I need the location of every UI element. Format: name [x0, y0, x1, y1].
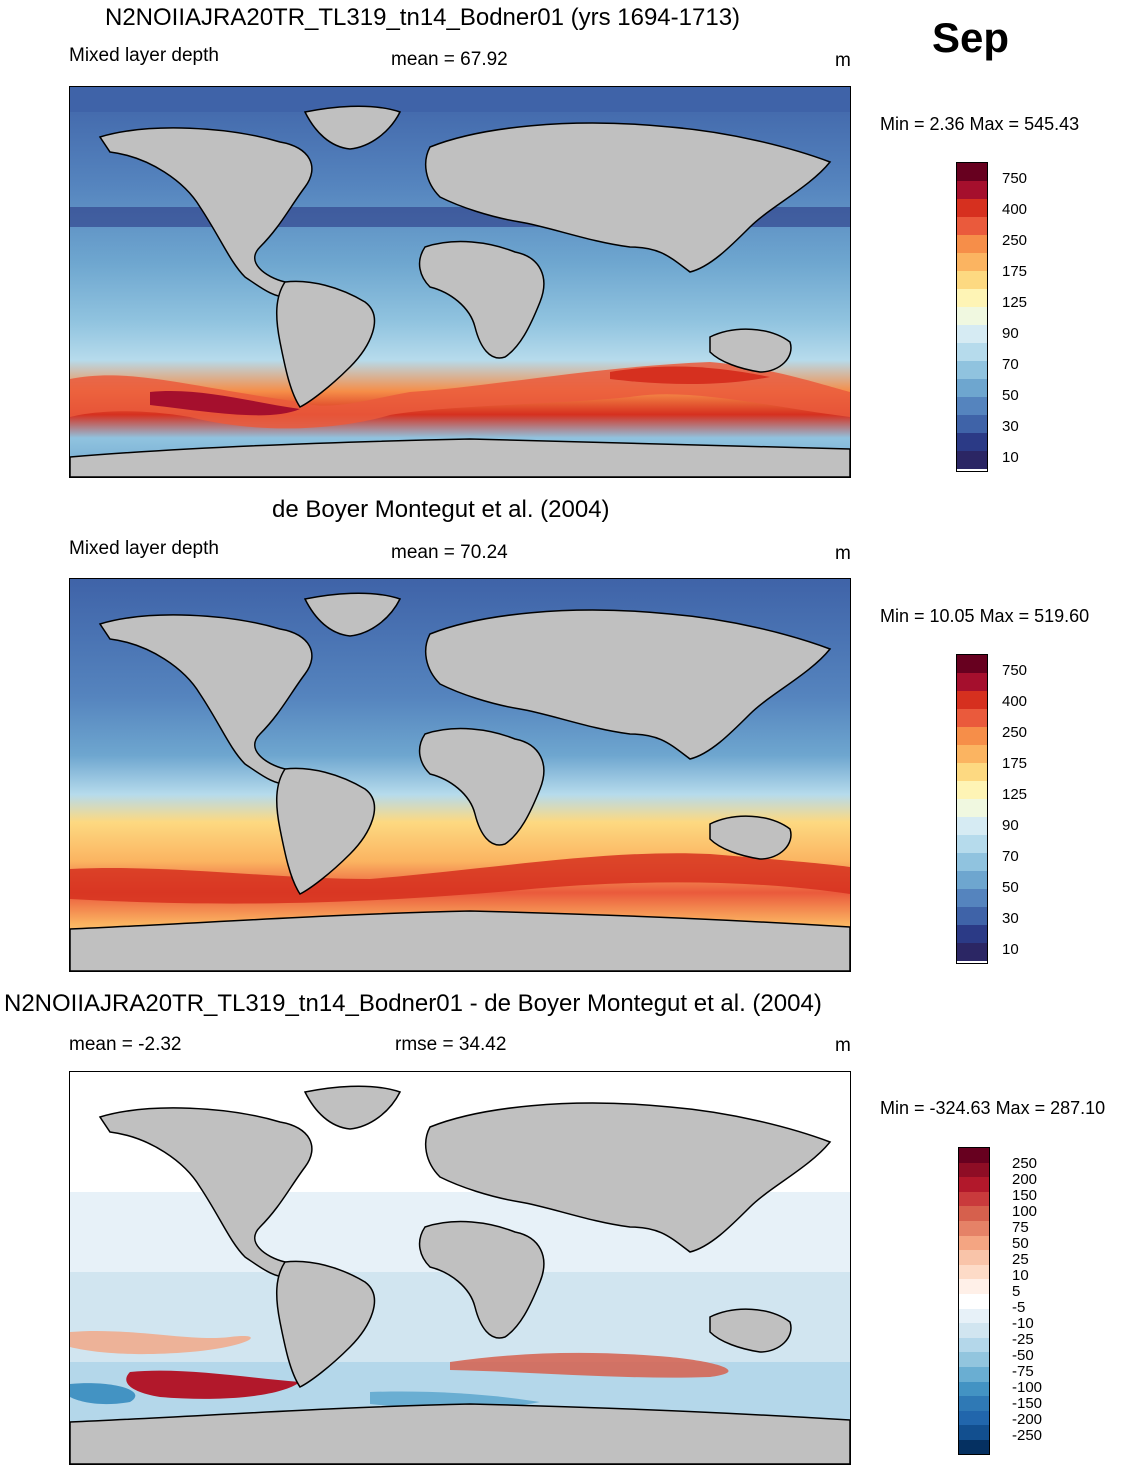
panel3-tick: -10 [1012, 1315, 1034, 1332]
panel3-tick: -5 [1012, 1299, 1026, 1316]
panel1-map [69, 86, 851, 478]
panel3-rmse: rmse = 34.42 [395, 1034, 507, 1055]
panel2-tick: 125 [1002, 786, 1028, 803]
panel2-title: de Boyer Montegut et al. (2004) [272, 496, 610, 523]
panel3-units: m [835, 1035, 851, 1056]
panel2-tick: 10 [1002, 941, 1019, 958]
panel3-tick: 150 [1012, 1187, 1038, 1204]
month-label: Sep [932, 14, 1010, 61]
panel2-minmax: Min = 10.05 Max = 519.60 [880, 606, 1090, 626]
panel1-mean: mean = 67.92 [391, 49, 508, 70]
panel3-tick: -150 [1012, 1395, 1043, 1412]
panel3-tick: 25 [1012, 1251, 1029, 1268]
panel3-tick: 50 [1012, 1235, 1029, 1252]
panel1-tick: 400 [1002, 201, 1028, 218]
panel1-title: N2NOIIAJRA20TR_TL319_tn14_Bodner01 (yrs … [105, 4, 741, 31]
panel1-minmax: Min = 2.36 Max = 545.43 [880, 114, 1080, 134]
panel3-tick: -200 [1012, 1411, 1043, 1428]
panel1-tick: 10 [1002, 449, 1019, 466]
panel1-colorbar: 750 400 250 175 125 90 70 50 30 10 [956, 162, 1076, 472]
panel2-mean: mean = 70.24 [391, 542, 508, 563]
panel2-map-svg [70, 579, 850, 971]
panel2-tick: 30 [1002, 910, 1019, 927]
panel3-tick: 100 [1012, 1203, 1038, 1220]
panel3-tick: -250 [1012, 1427, 1043, 1444]
panel1-tick: 50 [1002, 387, 1019, 404]
panel1-tick: 750 [1002, 170, 1028, 187]
panel3-tick: 5 [1012, 1283, 1021, 1300]
panel2-tick: 750 [1002, 662, 1028, 679]
panel3-tick: -75 [1012, 1363, 1034, 1380]
panel2-colorbar-box [956, 654, 988, 964]
panel3-colorbar: 250 200 150 100 75 50 25 10 5 -5 -10 -25… [958, 1147, 1078, 1457]
panel1-left-label: Mixed layer depth [69, 45, 219, 66]
panel2-tick: 400 [1002, 693, 1028, 710]
panel3-tick: 250 [1012, 1155, 1038, 1172]
panel2-colorbar: 750 400 250 175 125 90 70 50 30 10 [956, 654, 1076, 964]
panel1-map-svg [70, 87, 850, 477]
panel2-left-label: Mixed layer depth [69, 538, 219, 559]
panel2-map [69, 578, 851, 972]
panel1-units: m [835, 50, 851, 71]
panel2-tick: 70 [1002, 848, 1019, 865]
panel3-minmax: Min = -324.63 Max = 287.10 [880, 1098, 1106, 1118]
panel2-tick: 50 [1002, 879, 1019, 896]
panel1-tick: 175 [1002, 263, 1028, 280]
panel1-tick: 30 [1002, 418, 1019, 435]
panel3-tick: -100 [1012, 1379, 1043, 1396]
panel3-mean: mean = -2.32 [69, 1034, 182, 1055]
panel3-tick: -25 [1012, 1331, 1034, 1348]
panel1-tick: 125 [1002, 294, 1028, 311]
panel2-tick: 250 [1002, 724, 1028, 741]
panel3-map-svg [70, 1072, 850, 1464]
panel3-tick: 200 [1012, 1171, 1038, 1188]
panel1-colorbar-box [956, 162, 988, 472]
panel2-tick: 175 [1002, 755, 1028, 772]
panel3-tick: -50 [1012, 1347, 1034, 1364]
panel2-units: m [835, 543, 851, 564]
panel3-title: N2NOIIAJRA20TR_TL319_tn14_Bodner01 - de … [4, 990, 822, 1017]
panel3-map [69, 1071, 851, 1465]
panel3-tick: 75 [1012, 1219, 1029, 1236]
panel3-tick: 10 [1012, 1267, 1029, 1284]
panel1-tick: 90 [1002, 325, 1019, 342]
panel1-tick: 250 [1002, 232, 1028, 249]
panel2-tick: 90 [1002, 817, 1019, 834]
panel3-colorbar-box [958, 1147, 990, 1455]
panel1-tick: 70 [1002, 356, 1019, 373]
